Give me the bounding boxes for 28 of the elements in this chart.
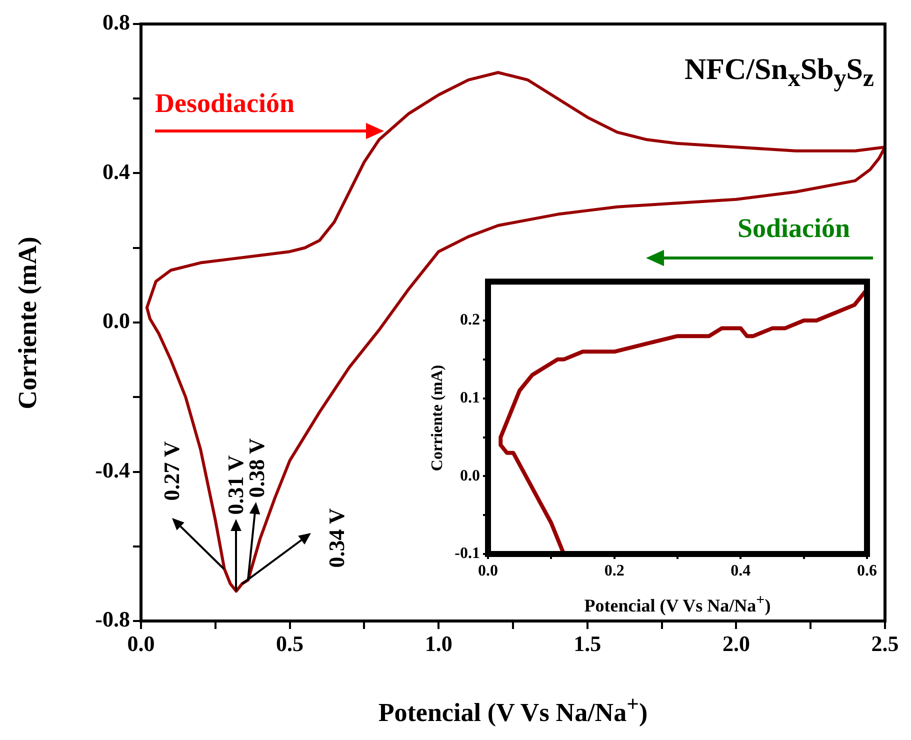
y-tick-label: -0.1 (454, 545, 480, 562)
x-tick-label: 0.2 (604, 562, 624, 580)
x-axis-title: Potencial (V Vs Na/Na$^{+}$) (378, 692, 648, 727)
y-axis-title: Corriente (mA) (429, 364, 446, 471)
annotation: 0.27 V (159, 441, 184, 500)
x-tick-label: 2.5 (871, 630, 899, 656)
annotation: Sodiación (737, 212, 850, 242)
y-tick-label: 0.0 (102, 308, 130, 334)
x-tick-label: 0.4 (730, 562, 751, 580)
annotation: 0.34 V (324, 508, 350, 568)
y-tick-label: 0.0 (460, 467, 480, 484)
annotation: NFC/Sn$_{x}$Sb$_{y}$S$_{z}$ (684, 53, 874, 92)
y-tick-label: -0.8 (95, 606, 130, 632)
x-tick-label: 0.6 (857, 562, 877, 580)
y-tick-label: -0.4 (95, 457, 130, 482)
x-tick-label: 0.5 (276, 630, 304, 656)
y-tick-label: 0.4 (102, 158, 130, 184)
x-tick-label: 1.5 (574, 630, 602, 656)
x-tick-label: 0.0 (127, 630, 155, 656)
annotation: Desodiación (155, 88, 295, 118)
y-axis-title: Corriente (mA) (13, 236, 42, 409)
x-tick-label: 1.0 (424, 630, 452, 656)
x-tick-label: 0.0 (478, 562, 498, 580)
y-tick-label: 0.1 (460, 389, 480, 406)
x-axis-title: Potencial (V Vs Na/Na$^{+}$) (584, 592, 771, 616)
y-tick-label: 0.2 (460, 312, 480, 329)
x-tick-label: 2.0 (722, 630, 750, 656)
y-tick-label: 0.8 (102, 10, 130, 35)
